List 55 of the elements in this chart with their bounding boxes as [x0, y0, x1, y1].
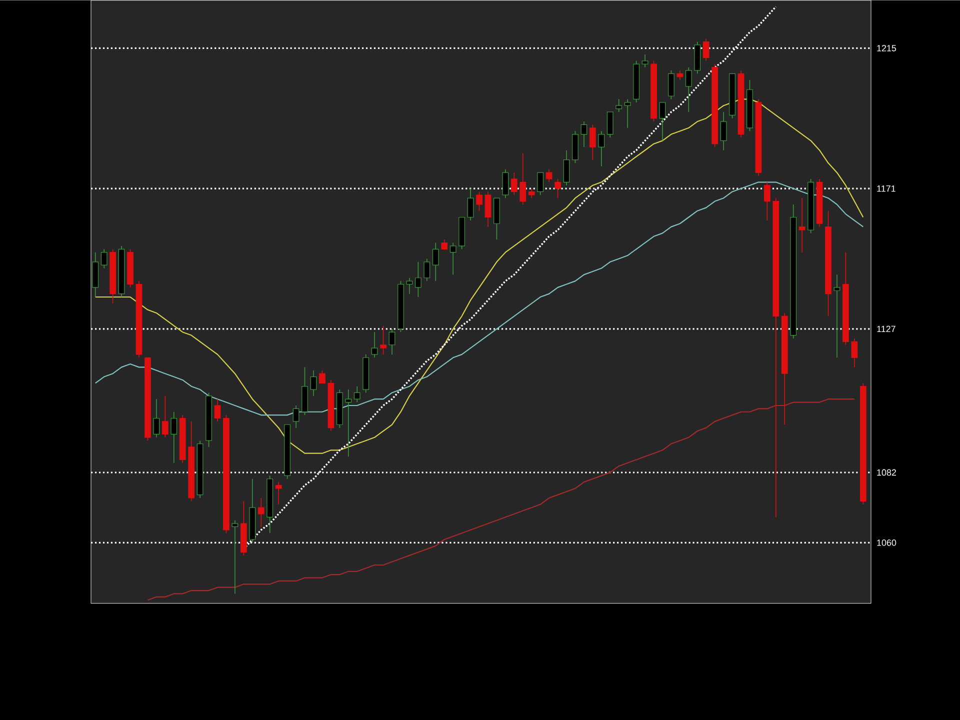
- candlestick: [214, 398, 221, 422]
- candlestick: [554, 178, 561, 198]
- y-tick-label: 1060: [877, 539, 896, 546]
- candlestick: [371, 332, 378, 358]
- candlestick: [467, 188, 474, 221]
- candlestick: [685, 66, 692, 112]
- candlestick: [441, 239, 448, 250]
- candlestick: [798, 198, 806, 253]
- candlestick: [606, 111, 614, 138]
- candlestick: [764, 182, 770, 221]
- candlestick: [590, 124, 596, 160]
- candlestick: [642, 54, 648, 68]
- candlestick: [502, 168, 509, 198]
- candlestick: [319, 370, 326, 384]
- candlestick: [292, 404, 300, 428]
- candlestick: [668, 70, 674, 100]
- candlestick: [388, 328, 396, 355]
- candlestick: [537, 172, 544, 196]
- candlestick: [624, 98, 631, 128]
- candlestick: [520, 152, 526, 205]
- candlestick: [720, 111, 727, 151]
- candlestick: [476, 191, 482, 212]
- candlestick: [528, 188, 535, 198]
- candlestick: [310, 370, 317, 396]
- candlestick: [100, 248, 108, 269]
- candlestick: [345, 388, 352, 457]
- candlestick: [162, 395, 168, 438]
- y-tick-label: 1127: [877, 326, 896, 332]
- candlestick: [275, 482, 282, 505]
- candlestick: [258, 497, 264, 527]
- candlestick: [406, 277, 413, 294]
- candlestick: [563, 150, 570, 186]
- y-tick-label: 1082: [877, 469, 896, 476]
- candlestick: [415, 261, 422, 298]
- candlestick: [232, 520, 238, 594]
- candlestick: [702, 38, 710, 62]
- candlestick: [616, 98, 622, 112]
- candlestick: [546, 168, 552, 182]
- y-tick-label: 1171: [877, 185, 896, 192]
- candlestick: [380, 325, 386, 355]
- candlestick: [170, 411, 178, 464]
- candlestick: [580, 120, 588, 148]
- candlestick: [659, 102, 666, 141]
- candlestick: [676, 70, 684, 80]
- y-tick-label: 1215: [877, 44, 896, 52]
- candlestick: [851, 338, 858, 368]
- candlestick: [484, 191, 492, 228]
- candlestick: [424, 258, 430, 282]
- candlestick: [153, 398, 160, 438]
- candlestick: [510, 172, 518, 196]
- candlestick: [450, 242, 456, 275]
- candlestick: [354, 386, 360, 403]
- candlestick: [432, 242, 439, 282]
- candlestick: [598, 130, 605, 166]
- candlestick: [834, 274, 840, 358]
